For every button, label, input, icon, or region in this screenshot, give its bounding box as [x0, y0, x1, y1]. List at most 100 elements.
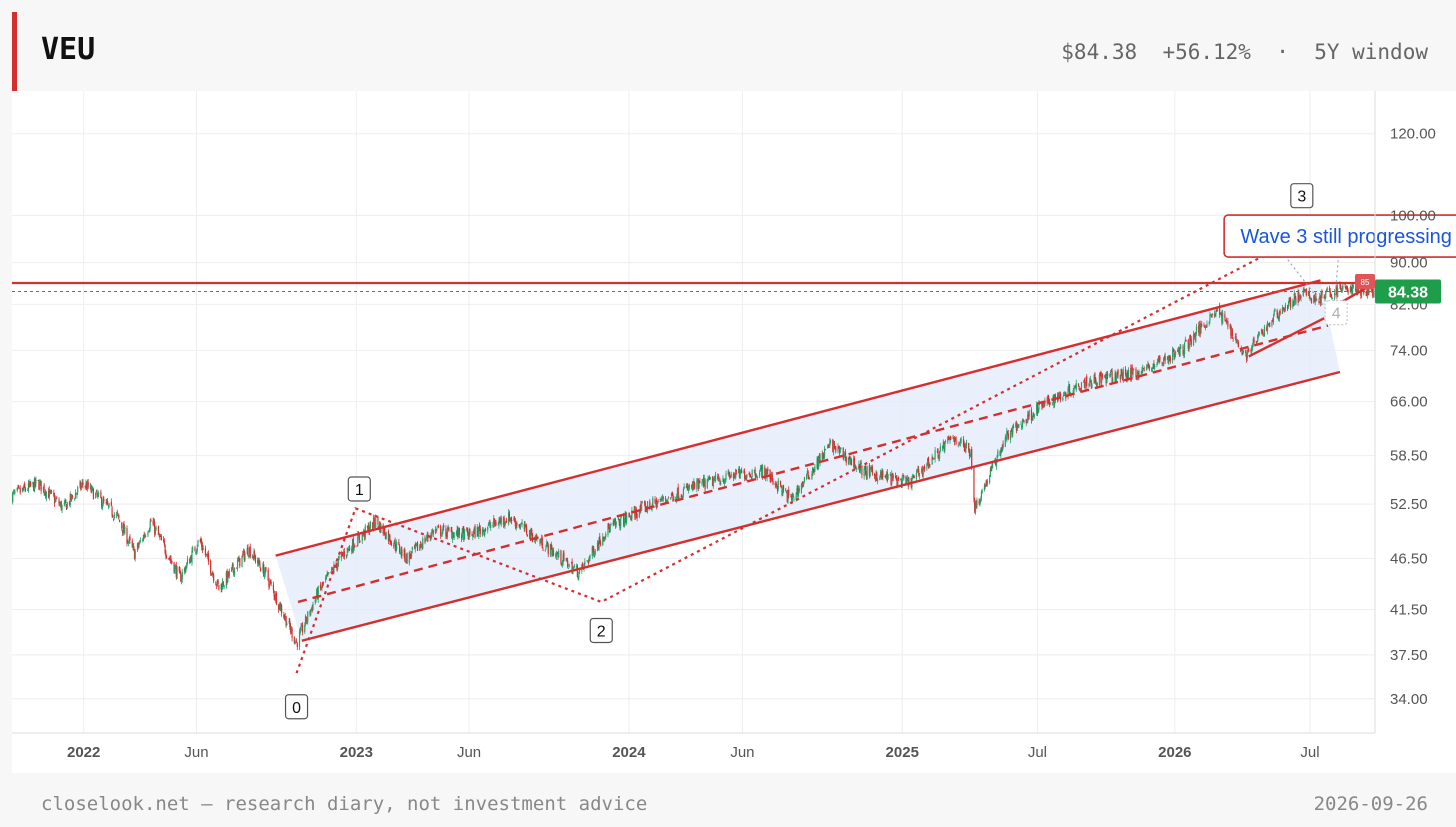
candle-body — [614, 519, 616, 523]
candle-body — [717, 477, 720, 479]
candle-body — [620, 517, 622, 528]
candle-body — [1059, 393, 1061, 397]
candle-body — [32, 482, 34, 485]
candle-body — [378, 523, 381, 530]
candle-body — [1048, 395, 1050, 402]
candle-body — [547, 544, 549, 555]
candle-body — [320, 588, 322, 590]
candle-body — [452, 535, 454, 538]
price-chart[interactable]: 012354Wave 3 still progressing 120.00100… — [11, 91, 1456, 773]
candle-body — [1015, 423, 1017, 427]
candle-body — [326, 573, 328, 576]
candle-body — [615, 521, 617, 525]
candle-body — [887, 474, 889, 480]
candle-body — [136, 543, 139, 551]
candle-body — [118, 519, 121, 522]
candle-body — [539, 539, 541, 545]
candle-body — [148, 529, 151, 533]
candle-body — [655, 499, 658, 508]
candle-body — [934, 450, 936, 460]
candle-body — [1232, 337, 1234, 339]
candle-body — [1006, 430, 1008, 441]
candle-body — [692, 482, 694, 490]
ticker-symbol: VEU — [41, 32, 96, 67]
candle-body — [328, 572, 330, 574]
candle-body — [850, 458, 853, 466]
candle-body — [481, 529, 484, 536]
candle-body — [180, 573, 182, 582]
candle-body — [714, 474, 717, 481]
wave-label-box — [347, 476, 371, 502]
candle-body — [819, 454, 821, 463]
candle-body — [1252, 339, 1254, 345]
candle-body — [1198, 325, 1200, 333]
candle-body — [257, 560, 259, 564]
wave-label-text: 3 — [1297, 189, 1306, 206]
candle-body — [1077, 383, 1080, 387]
chart-panel[interactable]: 012354Wave 3 still progressing 120.00100… — [11, 91, 1456, 773]
candle-body — [273, 590, 275, 597]
candle-body — [314, 599, 316, 603]
candle-body — [1036, 403, 1038, 414]
candle-body — [58, 499, 60, 505]
candle-body — [71, 495, 74, 498]
candle-body — [50, 490, 53, 492]
candle-body — [790, 496, 792, 497]
candle-body — [206, 553, 208, 556]
candle-body — [1064, 393, 1066, 395]
candle-body — [881, 471, 883, 479]
candle-body — [750, 476, 752, 478]
candle-body — [1151, 368, 1153, 370]
candle-body — [874, 473, 876, 476]
candle-body — [1033, 414, 1036, 416]
candle-body — [315, 597, 317, 602]
candle-body — [1187, 339, 1189, 349]
candle-body — [817, 455, 820, 470]
candle-body — [1136, 376, 1138, 378]
candle-body — [220, 583, 222, 590]
candle-body — [1302, 289, 1304, 296]
candle-body — [1320, 292, 1322, 304]
candle-body — [461, 528, 463, 538]
candle-body — [876, 472, 878, 481]
candle-body — [227, 571, 230, 577]
candle-body — [1211, 313, 1213, 316]
candle-body — [473, 527, 475, 532]
candle-body — [1021, 425, 1023, 428]
candle-body — [59, 502, 62, 506]
candle-body — [1036, 405, 1039, 415]
candle-body — [681, 496, 683, 498]
candle-body — [579, 569, 581, 573]
candle-body — [63, 503, 65, 505]
candle-body — [445, 528, 447, 537]
candle-body — [1282, 308, 1284, 310]
candle-body — [492, 524, 494, 526]
candle-body — [497, 524, 499, 526]
candle-body — [495, 521, 497, 526]
candle-body — [755, 474, 757, 479]
candle-body — [117, 514, 119, 516]
candle-body — [246, 548, 248, 555]
candle-body — [40, 480, 42, 492]
candle-body — [127, 542, 129, 544]
candle-body — [770, 477, 772, 481]
candle-body — [398, 541, 400, 545]
candle-body — [546, 542, 548, 547]
candle-body — [446, 528, 449, 537]
candle-body — [918, 469, 920, 475]
candle-body — [874, 475, 876, 480]
candle-body — [829, 441, 831, 447]
candle-body — [1023, 420, 1025, 423]
annotation-text: Wave 3 still progressing — [1240, 226, 1452, 248]
candle-body — [1272, 319, 1274, 322]
candle-body — [81, 482, 83, 484]
candle-body — [1298, 297, 1301, 300]
candle-body — [33, 482, 35, 491]
candle-body — [965, 442, 968, 448]
candle-body — [45, 491, 47, 498]
candle-body — [150, 520, 152, 522]
candle-body — [918, 473, 921, 476]
candle-body — [225, 572, 227, 587]
candle-body — [1096, 382, 1098, 386]
candle-body — [415, 543, 417, 546]
